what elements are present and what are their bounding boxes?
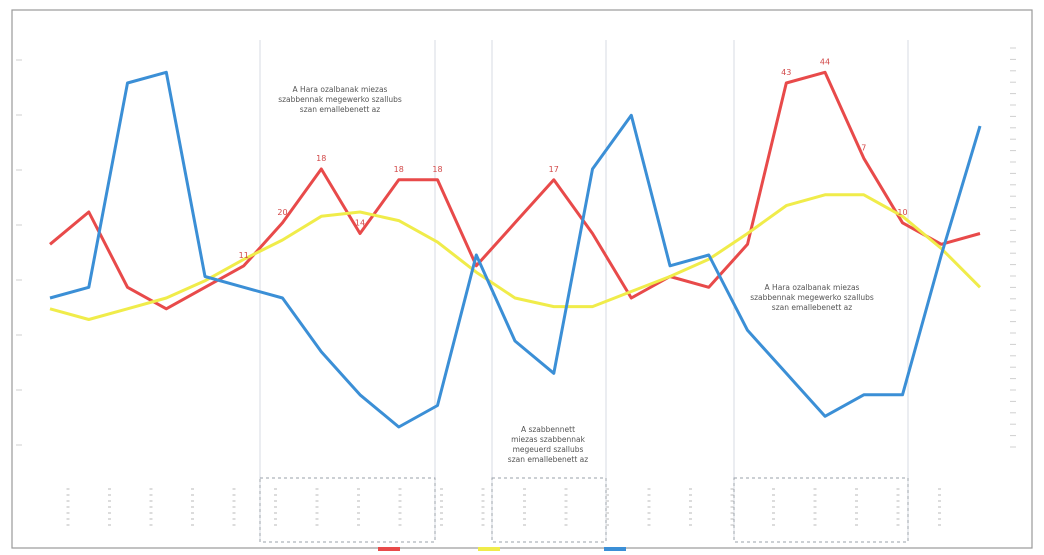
band-label-box (259, 477, 436, 543)
annotation-line: megeuerd szallubs (513, 445, 584, 454)
data-label: 18 (432, 165, 442, 174)
highlight-bands (259, 40, 909, 543)
band-label-box (491, 477, 607, 543)
series-line-1 (49, 193, 982, 321)
series-layer (49, 70, 982, 429)
data-label: 17 (549, 165, 559, 174)
data-label: 14 (355, 219, 365, 228)
data-label: 10 (897, 208, 907, 217)
data-labels: 11 20 18 14 18 18 17 43 44 7 10 (239, 57, 908, 260)
data-label: 44 (820, 57, 830, 66)
y-axis-left (16, 59, 22, 446)
data-label: 7 (861, 143, 866, 152)
band-label-box (733, 477, 909, 543)
annotation-line: A Hara ozalbanak miezas (293, 85, 388, 94)
data-label: 20 (277, 208, 287, 217)
data-label: 11 (239, 251, 249, 260)
data-label: 18 (316, 154, 326, 163)
series-line-2 (49, 70, 982, 429)
data-label: 43 (781, 68, 791, 77)
annotation-line: A Hara ozalbanak miezas (765, 283, 860, 292)
y-axis-right (1010, 47, 1016, 448)
data-label: 18 (394, 165, 404, 174)
chart-frame (11, 9, 1033, 549)
annotation-line: szabbennak megewerko szallubs (750, 293, 874, 302)
annotation-line: szan emallebenett az (772, 303, 852, 312)
annotation-line: szabbennak megewerko szallubs (278, 95, 402, 104)
series-line-0 (49, 70, 981, 311)
annotation-line: miezas szabbennak (511, 435, 586, 444)
x-axis (66, 488, 941, 526)
annotation-line: szan emallebenett az (300, 105, 380, 114)
annotation-line: szan emallebenett az (508, 455, 588, 464)
annotation-line: A szabbennett (521, 425, 575, 434)
